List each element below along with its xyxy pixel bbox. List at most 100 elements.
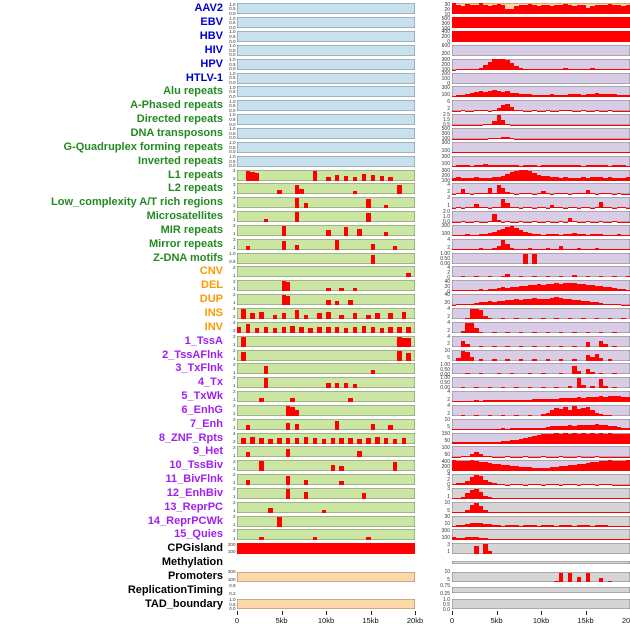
- signal-bar: [541, 17, 546, 29]
- y-tick-label: 1: [232, 244, 236, 250]
- signal-bar: [585, 234, 591, 236]
- y-tick-label: 0.8: [229, 583, 236, 589]
- signal-bar: [532, 4, 537, 15]
- signal-bar: [339, 465, 344, 472]
- signal-bar: [469, 454, 475, 458]
- signal-bar: [541, 318, 546, 319]
- track-label: CPGisland: [167, 542, 223, 555]
- y-tick-label: 1.00: [440, 250, 450, 257]
- signal-bar: [621, 512, 626, 513]
- signal-bar: [612, 94, 617, 98]
- signal-bar: [545, 412, 550, 416]
- signal-bar: [496, 165, 501, 167]
- signal-bar: [483, 289, 488, 292]
- signal-bar: [487, 233, 493, 236]
- signal-bar: [487, 248, 493, 250]
- y-tick-label: 2: [447, 477, 450, 484]
- signal-bar: [545, 234, 550, 236]
- signal-bar: [598, 302, 604, 306]
- y-axis-left: [228, 556, 237, 569]
- signal-bar: [621, 248, 626, 250]
- signal-bar: [514, 318, 519, 319]
- y-tick-label: 1: [232, 300, 236, 306]
- signal-bar: [558, 426, 564, 430]
- signal-bar: [241, 351, 246, 361]
- signal-bar: [581, 463, 586, 472]
- track-panel-left: [237, 72, 415, 84]
- signal-bar: [567, 233, 573, 236]
- signal-bar: [563, 234, 568, 236]
- signal-bar: [581, 424, 586, 430]
- signal-bar: [500, 484, 506, 486]
- y-axis-right: 500 300 100: [415, 16, 452, 31]
- signal-bar: [474, 165, 479, 167]
- x-tick-mark: [541, 611, 542, 615]
- signal-bar: [478, 359, 484, 361]
- y-tick-label: 3: [232, 181, 236, 187]
- signal-bar: [460, 387, 466, 389]
- signal-bar: [603, 177, 608, 181]
- signal-bar: [585, 342, 591, 347]
- signal-bar: [478, 289, 484, 292]
- signal-bar: [621, 234, 626, 236]
- signal-bar: [518, 276, 524, 278]
- track-row-ReplicationTiming: ReplicationTiming 0.8 0.2 0.75 0.25: [0, 583, 630, 597]
- signal-bar: [567, 539, 573, 541]
- signal-bar: [572, 425, 577, 430]
- signal-bar: [478, 67, 484, 70]
- signal-bar: [456, 483, 461, 486]
- signal-bar: [478, 17, 484, 29]
- signal-bar: [594, 302, 599, 306]
- y-tick-label: 500: [441, 126, 450, 133]
- y-tick-label: 1.0: [229, 29, 236, 35]
- track-row-HPV: HPV 1.0 0.5 0.0 300 200 100: [0, 57, 630, 73]
- y-tick-label: 1: [232, 411, 236, 417]
- signal-bar: [496, 512, 501, 513]
- signal-bar: [474, 428, 479, 430]
- signal-bar: [500, 400, 506, 403]
- signal-bar: [572, 299, 577, 306]
- y-tick-label: 4: [447, 306, 450, 313]
- y-tick-label: 100: [441, 136, 450, 143]
- signal-bar: [581, 5, 586, 15]
- signal-bar: [518, 221, 524, 223]
- signal-bar: [612, 525, 617, 527]
- x-tick-label: 20kb: [406, 616, 424, 626]
- signal-bar: [509, 299, 515, 306]
- signal-bar: [452, 512, 457, 513]
- signal-bar: [590, 31, 595, 43]
- signal-bar: [496, 17, 501, 29]
- signal-bar: [487, 456, 493, 458]
- signal-bar: [500, 525, 506, 527]
- signal-bar: [492, 214, 497, 223]
- signal-bar: [598, 396, 604, 403]
- signal-bar: [392, 246, 398, 250]
- y-tick-label: 1: [232, 424, 236, 430]
- y-tick-label: 1.0: [229, 126, 236, 132]
- y-tick-label: 0.0: [229, 149, 236, 155]
- signal-bar: [518, 110, 524, 112]
- signal-bar: [585, 425, 591, 430]
- y-tick-label: 2: [232, 361, 236, 367]
- signal-bar: [598, 456, 604, 458]
- signal-bar: [487, 90, 493, 98]
- track-panel-right: [452, 44, 630, 56]
- signal-bar: [545, 193, 550, 195]
- signal-bar: [505, 244, 510, 250]
- signal-bar: [509, 138, 515, 140]
- signal-bar: [456, 460, 461, 472]
- signal-bar: [478, 537, 484, 541]
- signal-bar: [549, 398, 555, 403]
- signal-bar: [505, 332, 510, 333]
- signal-bar: [456, 234, 461, 236]
- signal-bar: [383, 231, 389, 236]
- signal-bar: [590, 234, 595, 236]
- track-label: Promoters: [167, 570, 223, 583]
- signal-bar: [621, 193, 626, 195]
- signal-bar: [469, 428, 475, 430]
- signal-bar: [563, 68, 568, 70]
- signal-bar: [259, 312, 264, 319]
- signal-bar: [549, 525, 555, 527]
